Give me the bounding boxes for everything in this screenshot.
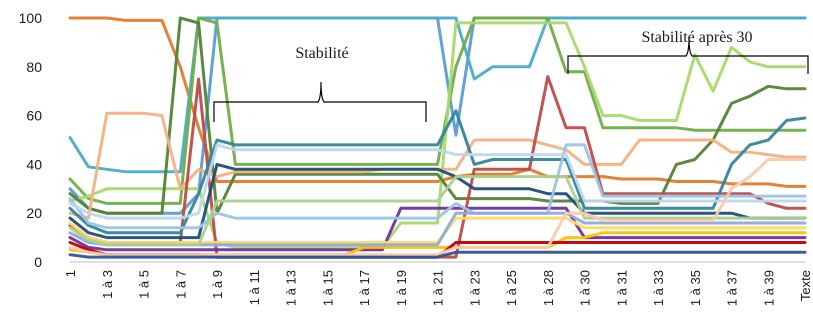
series-line (68, 158, 807, 257)
x-tick-label: 1 à 33 (651, 270, 666, 306)
x-tick-label: 1 à 17 (357, 270, 372, 306)
x-tick-label: 1 à 9 (210, 270, 225, 299)
stability-label: Stabilité (295, 45, 348, 62)
series-line (68, 162, 807, 240)
series-line (68, 206, 807, 252)
x-tick-label: 1 à 19 (394, 270, 409, 306)
x-tick-label: 1 à 39 (761, 270, 776, 306)
x-tick-label: 1 à 37 (725, 270, 740, 306)
x-tick-label: 1 à 7 (173, 270, 188, 299)
x-tick-label: 1 à 15 (320, 270, 335, 306)
y-tick-label: 100 (19, 10, 43, 26)
x-tick-label: 1 à 31 (614, 270, 629, 306)
series-line (68, 16, 807, 215)
y-tick-label: 40 (26, 156, 42, 172)
y-tick-label: 0 (34, 254, 42, 270)
y-tick-label: 60 (26, 108, 42, 124)
y-tick-label: 20 (26, 205, 42, 221)
series-line (68, 143, 807, 220)
x-tick-label: 1 à 30 (578, 270, 593, 306)
x-tick-label: 1 à 28 (541, 270, 556, 306)
x-tick-label: 1 à 13 (284, 270, 299, 306)
series-line (68, 175, 807, 247)
series-layer (68, 16, 807, 259)
y-axis: 0 20 40 60 80 100 (19, 10, 43, 270)
stability-after-30-brace (567, 37, 809, 74)
stability-brace (213, 81, 427, 122)
series-line (68, 143, 807, 230)
series-line (68, 16, 807, 188)
x-tick-label: 1 (63, 270, 78, 277)
series-line (68, 16, 807, 205)
x-tick-label: 1 à 23 (467, 270, 482, 306)
x-tick-label: 1 à 21 (431, 270, 446, 306)
annotation-layer: Stabilité Stabilité après 30 (213, 29, 809, 122)
x-tick-label: 1 à 5 (137, 270, 152, 299)
x-axis: 1 1 à 3 1 à 5 1 à 7 1 à 9 1 à 11 1 à 13 1 à 15 1… (63, 261, 813, 306)
x-tick-label: 1 à 11 (247, 270, 262, 305)
stability-after-30-label: Stabilité après 30 (641, 29, 752, 46)
series-line (68, 250, 807, 259)
x-tick-label: Texte (798, 270, 813, 301)
x-tick-label: 1 à 25 (504, 270, 519, 306)
x-tick-label: 1 à 3 (100, 270, 115, 299)
x-tick-label: 1 à 35 (688, 270, 703, 306)
series-line (68, 109, 807, 235)
series-line (68, 21, 807, 249)
y-tick-label: 80 (26, 59, 42, 75)
